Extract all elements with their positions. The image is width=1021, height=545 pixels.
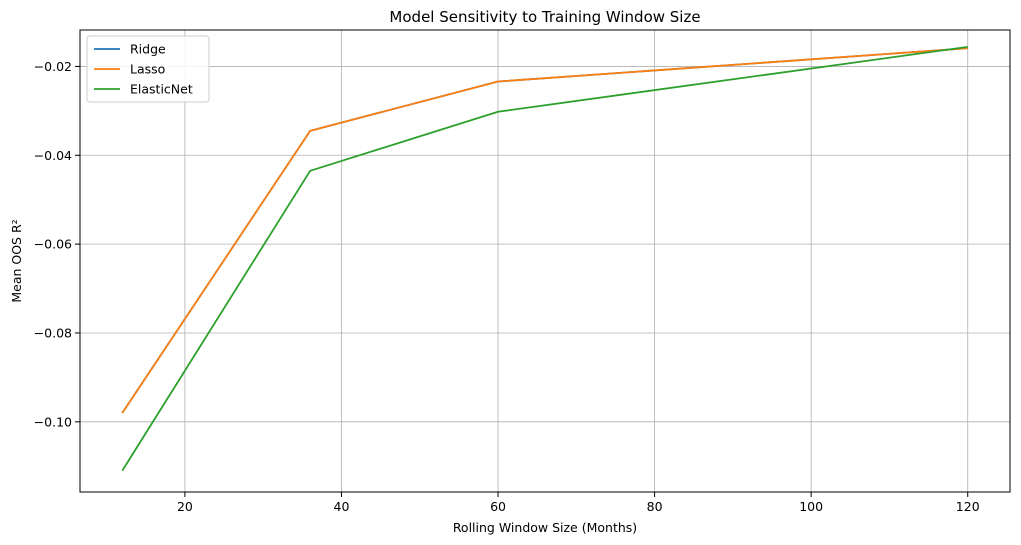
x-tick-label: 100 (799, 499, 823, 514)
plot-area (80, 30, 1010, 492)
x-tick-label: 60 (490, 499, 506, 514)
y-axis-label: Mean OOS R² (9, 219, 24, 302)
legend-box (86, 35, 210, 103)
legend-label: ElasticNet (130, 82, 193, 97)
x-tick-label: 20 (177, 499, 193, 514)
x-tick-label: 80 (647, 499, 663, 514)
axis-ticks: 20 40 60 80 100 120 −0.10 −0.08 −0.06 −0.04 −0.02 (34, 59, 980, 514)
series-line-elasticnet (121, 45, 968, 472)
x-tick-label: 120 (956, 499, 980, 514)
y-tick-label: −0.02 (34, 59, 72, 74)
y-tick-label: −0.08 (34, 325, 72, 340)
chart-title: Model Sensitivity to Training Window Siz… (389, 8, 700, 26)
x-axis-label: Rolling Window Size (Months) (453, 520, 637, 535)
x-tick-label: 40 (334, 499, 350, 514)
series-lines (121, 45, 968, 472)
plot-frame (79, 29, 1011, 493)
legend-label: Ridge (130, 42, 166, 57)
y-tick-label: −0.10 (34, 414, 72, 429)
y-tick-label: −0.06 (34, 237, 72, 252)
legend: Ridge Lasso ElasticNet (86, 35, 210, 103)
series-line-lasso (121, 47, 968, 414)
y-tick-label: −0.04 (34, 148, 72, 163)
legend-label: Lasso (130, 62, 165, 77)
